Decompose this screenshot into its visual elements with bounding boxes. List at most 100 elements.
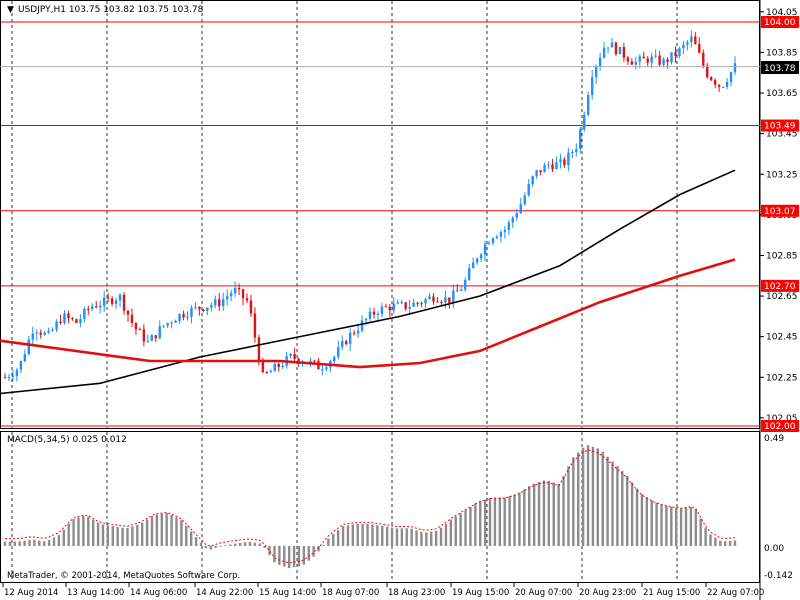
macd-bar <box>185 525 188 546</box>
macd-bar <box>356 523 359 546</box>
candle-body <box>503 229 507 233</box>
candle-body <box>575 148 578 153</box>
candle-body <box>460 289 463 291</box>
candle-body <box>598 57 602 67</box>
horizontal-lines[interactable] <box>1 21 760 427</box>
price-label: 102.05 <box>766 414 798 424</box>
time-label: 13 Aug 14:00 <box>67 588 124 598</box>
candle-body <box>114 300 118 305</box>
macd-level-top: 0.49 <box>764 434 784 444</box>
macd-bar <box>459 513 462 546</box>
candle-body <box>543 164 546 173</box>
macd-bar <box>498 497 502 546</box>
horizontal-line-label: 103.07 <box>764 207 796 217</box>
candle-body <box>491 238 495 244</box>
macd-level-zero: 0.00 <box>764 544 784 554</box>
symbol-dropdown-icon[interactable]: ▼ <box>7 5 14 15</box>
candle-body <box>186 316 189 318</box>
moving-average-red <box>0 258 736 369</box>
candle-body <box>678 48 681 56</box>
macd-bar <box>655 502 658 546</box>
candle-body <box>43 332 46 335</box>
macd-bar <box>126 528 129 546</box>
macd-bar <box>77 517 80 546</box>
candle-body <box>166 322 169 326</box>
candle-body <box>7 377 11 379</box>
candle-body <box>265 372 269 374</box>
candle-body <box>249 300 253 314</box>
candle-body <box>102 297 106 306</box>
candle-body <box>448 297 451 303</box>
macd-bar <box>572 457 575 546</box>
macd-bar <box>121 527 124 546</box>
macd-bar <box>650 500 653 546</box>
macd-bar <box>557 484 560 546</box>
macd-bar <box>645 497 649 546</box>
candle-body <box>456 290 459 292</box>
candle-body <box>618 47 622 55</box>
horizontal-line-tag <box>761 16 799 28</box>
candle-body <box>523 195 526 205</box>
horizontal-line-tag <box>761 279 799 292</box>
macd-bar <box>57 535 61 546</box>
candle-body <box>479 254 483 259</box>
macd-signal-line <box>5 449 736 564</box>
time-label: 18 Aug 07:00 <box>322 588 379 598</box>
candle-body <box>583 114 586 130</box>
macd-bar <box>322 544 325 546</box>
candle-body <box>158 326 161 339</box>
macd-bar <box>87 516 90 546</box>
macd-bar <box>684 507 688 546</box>
candle-body <box>654 55 657 57</box>
candle-body <box>444 297 447 303</box>
horizontal-line-label: 102.70 <box>764 282 796 292</box>
macd-bar <box>42 541 46 546</box>
candle-body <box>297 358 300 364</box>
candle-body <box>182 313 185 318</box>
candle-body <box>174 320 177 323</box>
candle-body <box>547 164 550 166</box>
macd-bar <box>694 508 698 546</box>
macd-bar <box>268 546 271 556</box>
candle-body <box>587 95 590 115</box>
candle-body <box>321 369 324 371</box>
macd-bar <box>483 499 487 546</box>
candle-body <box>229 293 233 297</box>
candle-body <box>47 330 50 333</box>
macd-bar <box>283 546 286 567</box>
candle-body <box>487 243 491 245</box>
candle-body <box>682 44 685 49</box>
macd-bar <box>635 488 639 546</box>
macd-bar <box>430 531 433 546</box>
candle-body <box>380 306 384 314</box>
macd-bar <box>508 496 511 546</box>
candle-body <box>368 311 372 319</box>
candle-body <box>75 319 78 323</box>
macd-bar <box>194 537 198 546</box>
current-price-label: 103.78 <box>764 64 796 74</box>
macd-bar <box>542 480 546 546</box>
candle-body <box>495 236 499 239</box>
macd-bar <box>513 494 516 546</box>
candle-body <box>241 289 245 299</box>
candle-body <box>658 55 661 65</box>
macd-bar <box>679 508 683 546</box>
macd-title: MACD(5,34,5) 0.025 0.012 <box>7 435 127 445</box>
candle-body <box>563 159 566 166</box>
macd-bar <box>82 516 85 546</box>
horizontal-line-label: 104.00 <box>764 18 796 28</box>
candle-body <box>79 319 82 323</box>
macd-bar <box>395 528 399 546</box>
candle-body <box>233 287 237 294</box>
macd-bar <box>327 538 330 546</box>
candle-body <box>666 59 669 63</box>
macd-bar <box>400 528 404 546</box>
macd-bar <box>611 461 614 546</box>
candle-body <box>218 299 221 307</box>
candle-body <box>404 302 407 309</box>
candle-body <box>630 61 634 65</box>
macd-bar <box>601 451 604 546</box>
macd-bar <box>317 546 320 552</box>
candle-body <box>646 58 649 63</box>
